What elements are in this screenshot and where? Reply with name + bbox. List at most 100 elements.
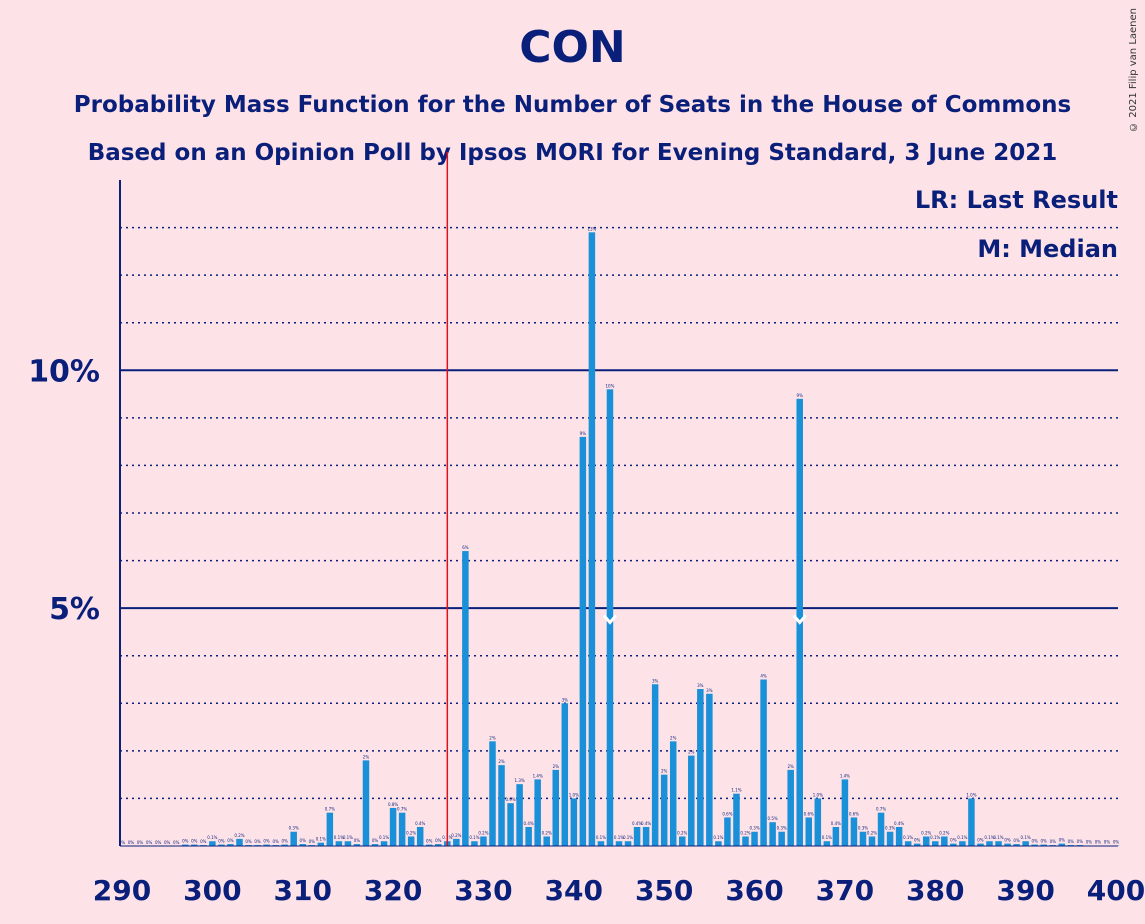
bar-label: 0% (1059, 838, 1066, 843)
bar-label: 0.2% (867, 830, 877, 835)
bar-label: 0% (245, 839, 252, 844)
bar-label: 4% (760, 674, 767, 679)
bar (1031, 844, 1038, 846)
bar (380, 841, 388, 846)
bar-label: 0.2% (677, 830, 687, 835)
bar-label: 0% (300, 838, 307, 843)
x-tick-label: 360 (725, 874, 783, 907)
bar-label: 0% (281, 839, 288, 844)
bar-label: 0% (128, 840, 135, 845)
bar (697, 689, 704, 846)
chart-subtitle-1: Probability Mass Function for the Number… (73, 92, 1072, 118)
bar (182, 844, 189, 846)
bar (859, 831, 867, 846)
grid-lines (120, 226, 1118, 800)
legend-median: M: Median (977, 235, 1118, 263)
bar (407, 836, 415, 846)
bar-label: 0.1% (713, 835, 723, 840)
bar (561, 703, 569, 846)
x-tick-label: 290 (93, 874, 151, 907)
bar-label: 0.1% (993, 835, 1003, 840)
bar-label: 0.1% (822, 835, 832, 840)
bar-label: 0.9% (505, 797, 515, 802)
bar-label: 9% (580, 431, 587, 436)
bar (597, 841, 605, 846)
bar-label: 0% (435, 838, 442, 843)
bar (1040, 844, 1047, 846)
bar (904, 841, 912, 846)
bar (787, 769, 794, 846)
bar (1022, 841, 1029, 846)
bar-label: 0.1% (469, 835, 479, 840)
bar (751, 831, 758, 846)
bar-label: 0% (272, 839, 279, 844)
bar (1004, 843, 1011, 846)
bar-label: 0% (164, 840, 171, 845)
bar (525, 826, 532, 846)
bar-label: 1.0% (813, 792, 823, 797)
bar (1013, 844, 1020, 846)
bar (362, 760, 370, 846)
bar (425, 844, 433, 846)
bar (507, 803, 514, 846)
bar-label: 0% (914, 838, 921, 843)
bar (579, 436, 587, 846)
bar-label: 3% (697, 683, 704, 688)
x-tick-label: 300 (183, 874, 241, 907)
bar-label: 0% (119, 840, 126, 845)
chart-title: CON (519, 22, 626, 73)
x-tick-label: 340 (545, 874, 603, 907)
bar (263, 844, 270, 846)
bar-label: 0.1% (930, 835, 940, 840)
bar-label: 0.2% (740, 830, 750, 835)
bar (281, 844, 288, 846)
bar (389, 807, 397, 846)
bar (371, 844, 379, 846)
bar-label: 0.4% (831, 821, 841, 826)
bar (570, 798, 578, 846)
bar-label: 1.0% (569, 792, 579, 797)
bar (435, 844, 442, 846)
bar (209, 841, 216, 846)
bar-label: 0% (1086, 840, 1093, 845)
bar-label: 0% (1077, 839, 1084, 844)
bar (805, 817, 813, 846)
bar (642, 826, 650, 846)
bar (489, 741, 496, 846)
bar-label: 0.6% (722, 811, 732, 816)
bar-label: 0.3% (885, 826, 895, 831)
bar-label: 2% (498, 759, 505, 764)
x-tick-label: 390 (996, 874, 1054, 907)
bar-label: 0.4% (894, 821, 904, 826)
bar-label: 0% (200, 839, 207, 844)
bar (778, 831, 785, 846)
median-marker (792, 614, 807, 625)
bar-label: 2% (553, 764, 560, 769)
x-tick-label: 380 (906, 874, 964, 907)
bar-label: 0% (354, 838, 361, 843)
axes (119, 180, 1118, 847)
bar (633, 826, 641, 846)
bar (941, 836, 948, 846)
bar-label: 1.1% (731, 788, 741, 793)
bar-label: 0% (1104, 840, 1111, 845)
bar-label: 0.4% (641, 821, 651, 826)
bar (299, 844, 306, 846)
bar (886, 831, 894, 846)
bar-label: 0.1% (596, 835, 606, 840)
bar-label: 3% (652, 678, 659, 683)
y-tick-label: 10% (28, 354, 100, 389)
bar-label: 0.3% (289, 826, 299, 831)
bar-label: 0% (263, 839, 270, 844)
bar-label: 0.4% (524, 821, 534, 826)
bar (1058, 843, 1066, 846)
bar (651, 684, 659, 846)
markers (446, 152, 807, 846)
bar-label: 2% (363, 754, 370, 759)
bar-label: 0% (1095, 840, 1102, 845)
bar-label: 0.3% (858, 826, 868, 831)
bar-label: 0% (191, 839, 198, 844)
bar (733, 793, 740, 846)
legend-last-result: LR: Last Result (915, 186, 1118, 214)
bar-label: 0% (146, 840, 153, 845)
